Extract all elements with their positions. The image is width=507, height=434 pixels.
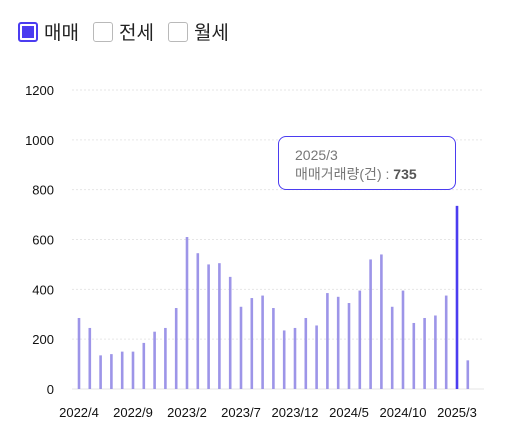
x-tick-label: 2025/3 bbox=[437, 405, 477, 420]
bar-2022/5[interactable] bbox=[88, 327, 92, 389]
bar-2023/8[interactable] bbox=[250, 298, 254, 389]
x-tick-label: 2023/12 bbox=[272, 405, 319, 420]
bar-2022/9[interactable] bbox=[131, 351, 135, 389]
y-axis-ticks: 0 200 400 600 800 1000 1200 bbox=[25, 83, 54, 397]
bar-2023/9[interactable] bbox=[261, 295, 264, 389]
y-tick-label: 1200 bbox=[25, 83, 54, 98]
bar-2024/7[interactable] bbox=[369, 259, 372, 389]
bar-2025/1[interactable] bbox=[434, 315, 437, 389]
bar-2023/2[interactable] bbox=[185, 237, 189, 389]
x-tick-label: 2023/2 bbox=[167, 405, 207, 420]
bar-2024/5[interactable] bbox=[347, 303, 351, 389]
bar-2024/6[interactable] bbox=[358, 290, 362, 389]
tooltip-metric-label: 매매거래량(건) : bbox=[295, 166, 394, 182]
x-tick-label: 2022/9 bbox=[113, 405, 153, 420]
bar-2022/7[interactable] bbox=[110, 354, 113, 389]
bar-2022/12[interactable] bbox=[164, 327, 167, 389]
jeonse-label: 전세 bbox=[118, 23, 154, 44]
bar-2022/10[interactable] bbox=[142, 342, 146, 389]
bar-2025/4[interactable] bbox=[466, 360, 470, 389]
tooltip-value: 735 bbox=[393, 166, 417, 182]
bar-2022/8[interactable] bbox=[120, 351, 124, 389]
y-tick-label: 0 bbox=[47, 382, 54, 397]
bar-2023/1[interactable] bbox=[174, 308, 178, 389]
bar-2025/3[interactable] bbox=[455, 205, 459, 389]
bar-2023/5[interactable] bbox=[218, 263, 221, 389]
y-tick-label: 600 bbox=[32, 233, 54, 248]
legend-item-monthly-rent[interactable]: 월세 bbox=[167, 18, 229, 45]
x-tick-label: 2024/5 bbox=[329, 405, 369, 420]
bar-2023/11[interactable] bbox=[282, 330, 286, 389]
y-tick-label: 1000 bbox=[25, 133, 54, 148]
sale-checkbox[interactable] bbox=[18, 21, 38, 42]
bar-2022/6[interactable] bbox=[99, 355, 102, 389]
bar-2023/3[interactable] bbox=[196, 253, 200, 389]
bar-2024/3[interactable] bbox=[326, 293, 329, 389]
bar-2024/10[interactable] bbox=[401, 290, 405, 389]
legend-item-sale[interactable]: 매매 bbox=[18, 18, 79, 45]
monthly-rent-checkbox[interactable] bbox=[167, 21, 188, 42]
bar-2024/9[interactable] bbox=[390, 306, 394, 389]
bar-2024/11[interactable] bbox=[412, 322, 416, 389]
jeonse-checkbox[interactable] bbox=[92, 21, 113, 42]
x-tick-label: 2022/4 bbox=[59, 405, 99, 420]
tooltip-period: 2025/3 bbox=[295, 147, 338, 163]
chart-tooltip: 2025/3 매매거래량(건) : 735 bbox=[278, 136, 456, 190]
x-tick-label: 2023/7 bbox=[221, 405, 261, 420]
bar-2022/4[interactable] bbox=[77, 317, 81, 389]
monthly-rent-label: 월세 bbox=[193, 23, 229, 44]
bar-2024/4[interactable] bbox=[336, 296, 340, 389]
tooltip-metric: 매매거래량(건) : 735 bbox=[295, 165, 455, 184]
y-tick-label: 200 bbox=[32, 332, 54, 347]
legend: 매매 전세 월세 bbox=[18, 18, 229, 45]
y-tick-label: 800 bbox=[32, 183, 54, 198]
bar-2023/7[interactable] bbox=[239, 306, 243, 389]
x-tick-label: 2024/10 bbox=[380, 405, 427, 420]
bar-2025/2[interactable] bbox=[444, 295, 448, 389]
x-axis-ticks: 2022/4 2022/9 2023/2 2023/7 2023/12 2024/5 202… bbox=[59, 405, 477, 420]
bar-2023/12[interactable] bbox=[293, 327, 297, 389]
bar-2024/12[interactable] bbox=[423, 317, 426, 389]
gridlines bbox=[72, 89, 484, 390]
bar-2023/6[interactable] bbox=[228, 276, 232, 389]
bar-2023/4[interactable] bbox=[207, 264, 210, 389]
legend-item-jeonse[interactable]: 전세 bbox=[92, 18, 154, 45]
bar-2024/2[interactable] bbox=[315, 325, 318, 389]
bar-2024/1[interactable] bbox=[304, 317, 308, 389]
bars bbox=[77, 205, 470, 389]
y-tick-label: 400 bbox=[32, 282, 54, 297]
sale-label: 매매 bbox=[44, 23, 79, 44]
bar-2024/8[interactable] bbox=[380, 254, 383, 389]
bar-2023/10[interactable] bbox=[272, 308, 275, 389]
bar-2022/11[interactable] bbox=[153, 331, 156, 389]
